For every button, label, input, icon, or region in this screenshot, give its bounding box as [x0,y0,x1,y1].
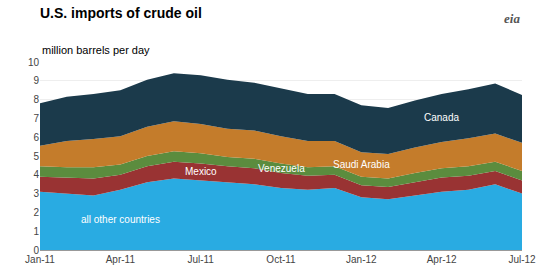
svg-text:Apr-11: Apr-11 [106,254,136,265]
svg-text:1: 1 [33,226,39,237]
svg-text:6: 6 [33,132,39,143]
svg-text:million barrels per day: million barrels per day [42,44,150,56]
svg-text:5: 5 [33,151,39,162]
svg-text:8: 8 [33,94,39,105]
svg-text:10: 10 [28,57,40,68]
svg-text:Jul-11: Jul-11 [187,254,214,265]
svg-text:9: 9 [33,75,39,86]
svg-text:Mexico: Mexico [185,166,217,177]
svg-text:Canada: Canada [424,112,459,123]
svg-text:Saudi Arabia: Saudi Arabia [333,159,390,170]
svg-text:Venezuela: Venezuela [258,163,305,174]
svg-text:3: 3 [33,188,39,199]
svg-text:0: 0 [33,245,39,256]
svg-text:eia: eia [504,11,520,26]
svg-text:Jul-12: Jul-12 [508,254,536,265]
svg-text:4: 4 [33,169,39,180]
svg-text:U.S. imports of crude oil: U.S. imports of crude oil [40,5,202,21]
svg-text:Jan-11: Jan-11 [25,254,55,265]
svg-text:Apr-12: Apr-12 [427,254,457,265]
svg-text:7: 7 [33,113,39,124]
svg-text:2: 2 [33,207,39,218]
svg-text:all other countries: all other countries [81,214,160,225]
svg-text:Oct-11: Oct-11 [266,254,296,265]
svg-text:Jan-12: Jan-12 [346,254,377,265]
